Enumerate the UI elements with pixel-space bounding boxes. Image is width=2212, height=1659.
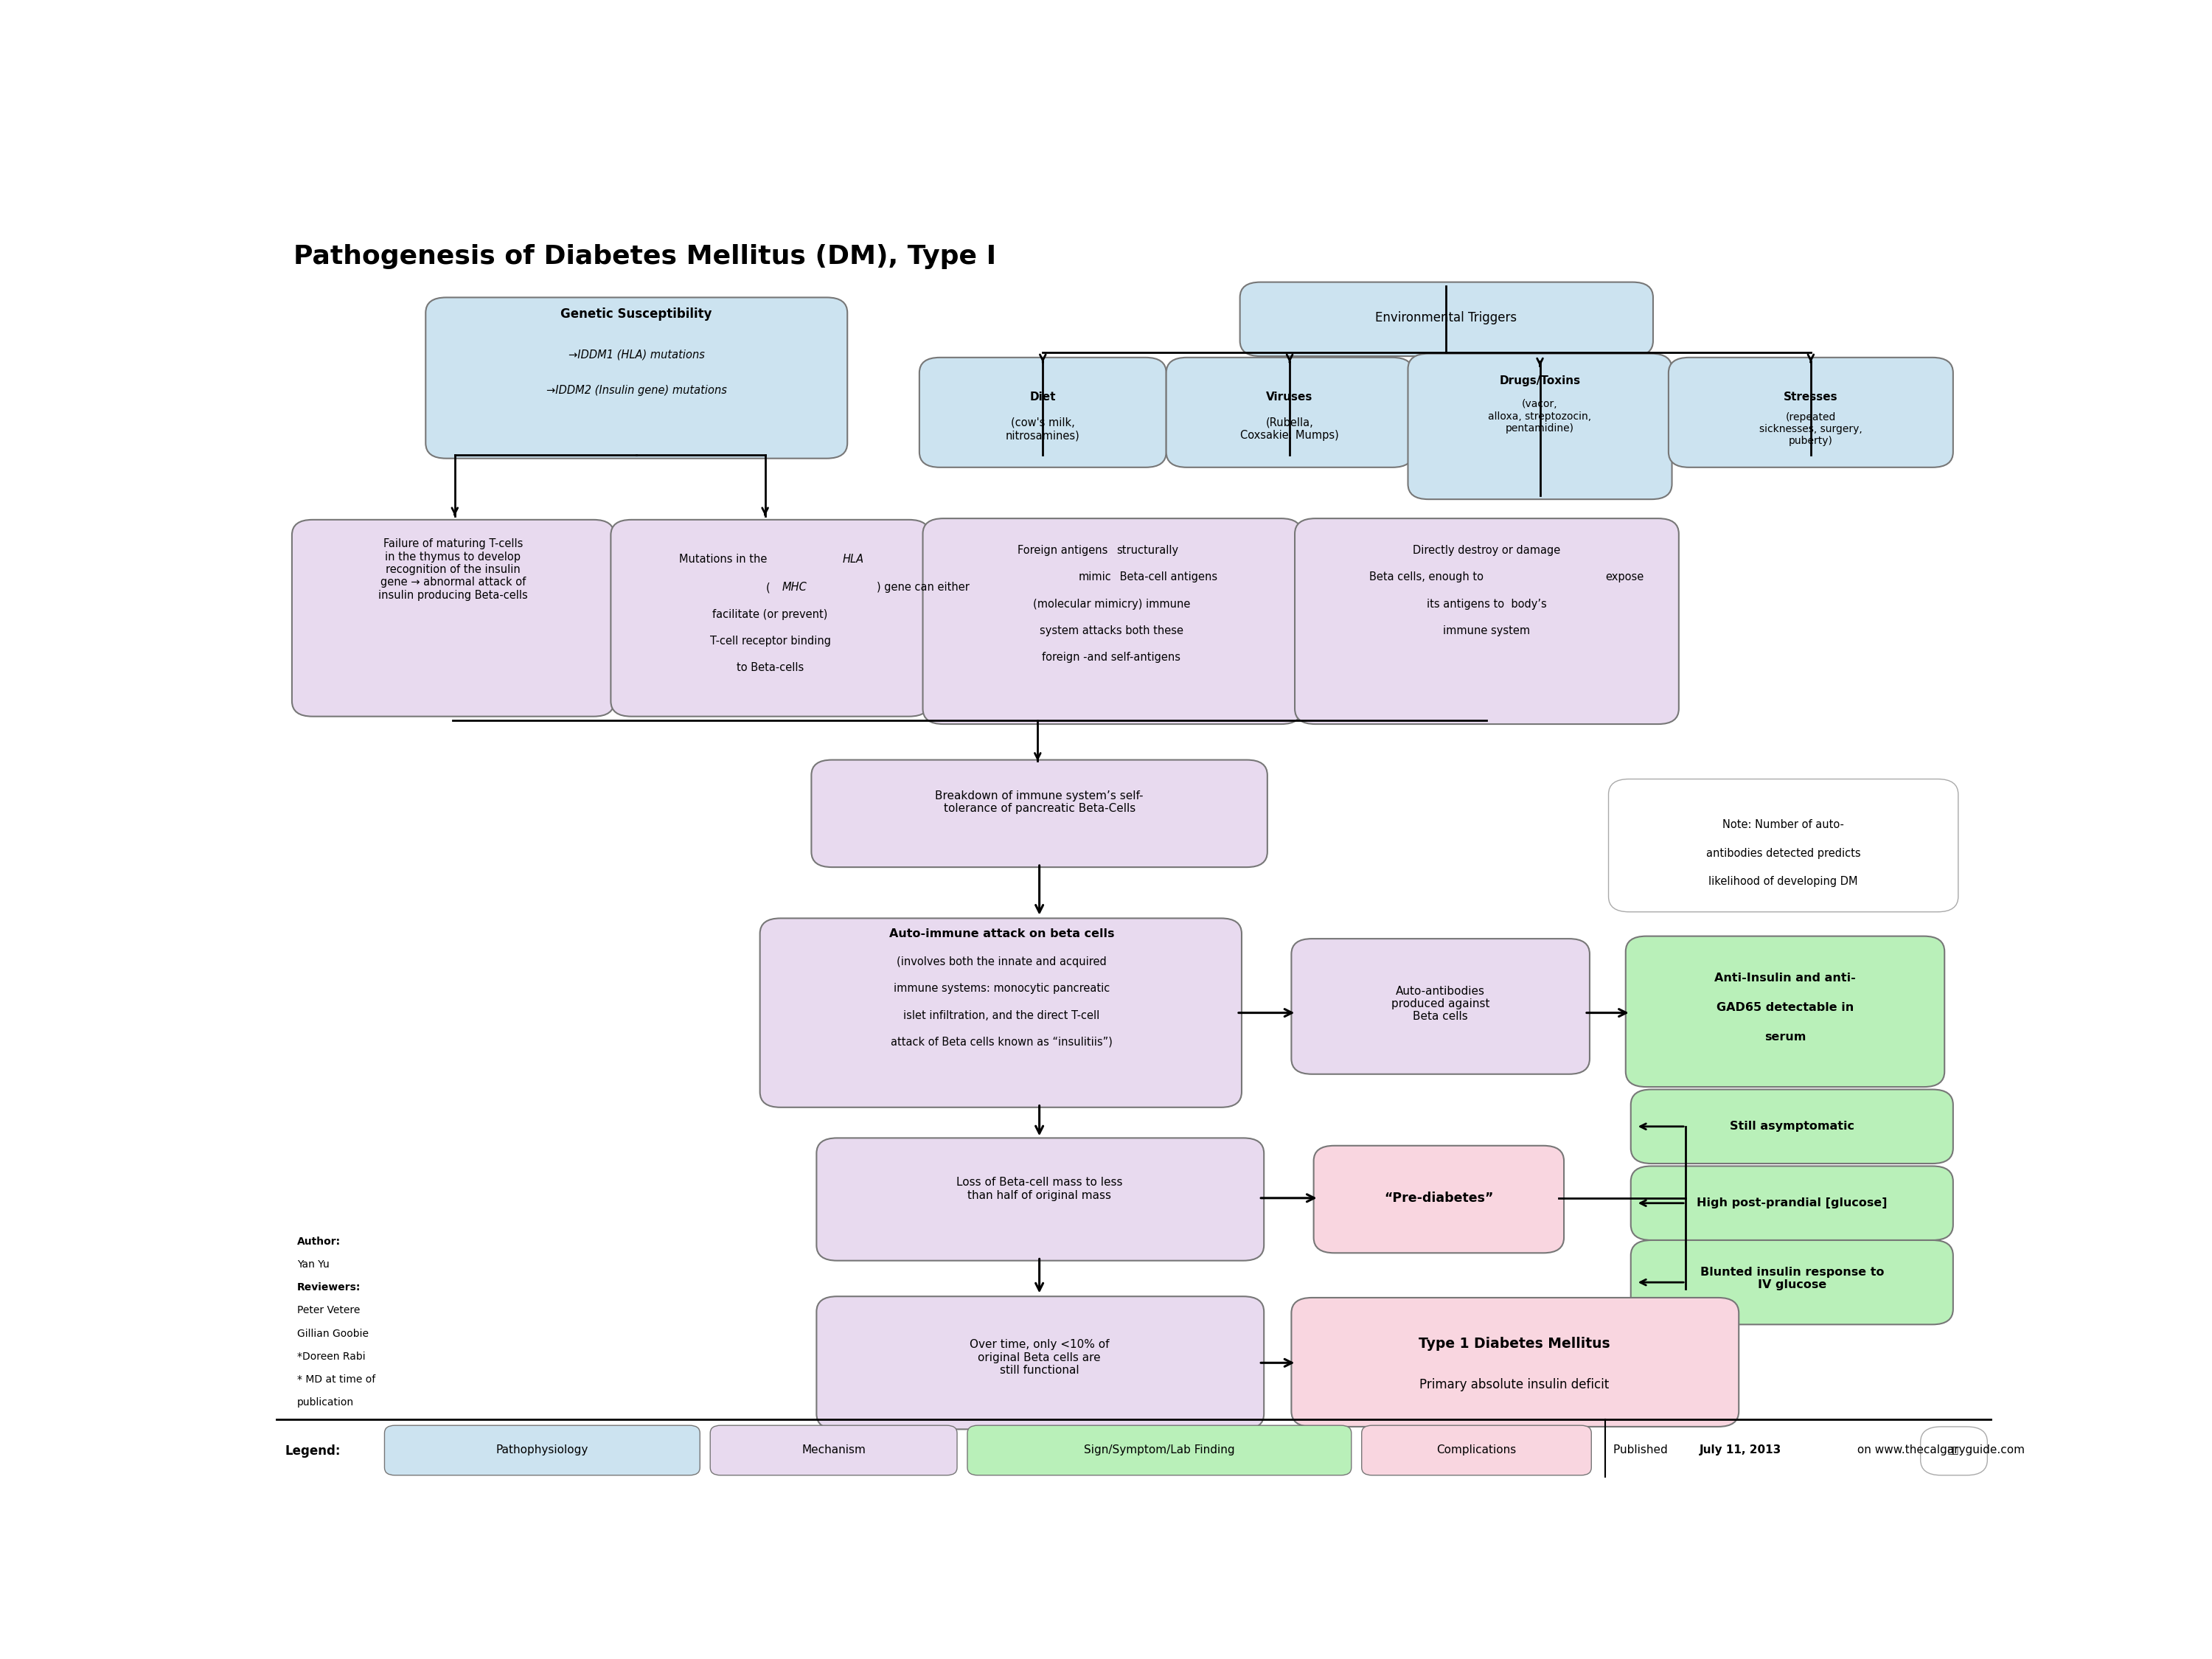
Text: on www.thecalgaryguide.com: on www.thecalgaryguide.com <box>1854 1443 2024 1455</box>
Text: (: ( <box>765 582 770 592</box>
Text: Beta cells, enough to: Beta cells, enough to <box>1369 572 1486 582</box>
FancyBboxPatch shape <box>967 1425 1352 1475</box>
Text: its antigens to  body’s: its antigens to body’s <box>1427 599 1546 609</box>
Text: Pathophysiology: Pathophysiology <box>495 1443 588 1455</box>
Text: immune systems: monocytic pancreatic: immune systems: monocytic pancreatic <box>894 984 1110 994</box>
Text: Directly destroy or damage: Directly destroy or damage <box>1413 544 1562 556</box>
Text: serum: serum <box>1765 1032 1805 1042</box>
Text: Viruses: Viruses <box>1265 392 1314 403</box>
Text: Legend:: Legend: <box>285 1445 341 1458</box>
Text: Peter Vetere: Peter Vetere <box>296 1306 361 1316</box>
Text: Breakdown of immune system’s self-
tolerance of pancreatic Beta-Cells: Breakdown of immune system’s self- toler… <box>936 790 1144 815</box>
Text: (repeated
sicknesses, surgery,
puberty): (repeated sicknesses, surgery, puberty) <box>1759 411 1863 446</box>
Text: expose: expose <box>1606 572 1644 582</box>
FancyBboxPatch shape <box>1363 1425 1590 1475</box>
FancyBboxPatch shape <box>1630 1241 1953 1324</box>
Text: Foreign antigens: Foreign antigens <box>1018 544 1110 556</box>
FancyBboxPatch shape <box>1626 936 1944 1087</box>
Text: Stresses: Stresses <box>1783 392 1838 403</box>
Text: Genetic Susceptibility: Genetic Susceptibility <box>562 307 712 320</box>
Text: High post-prandial [glucose]: High post-prandial [glucose] <box>1697 1198 1887 1209</box>
Text: (cow's milk,
nitrosamines): (cow's milk, nitrosamines) <box>1006 416 1079 441</box>
Text: immune system: immune system <box>1442 625 1531 637</box>
Text: Loss of Beta-cell mass to less
than half of original mass: Loss of Beta-cell mass to less than half… <box>956 1178 1121 1201</box>
FancyBboxPatch shape <box>1294 518 1679 723</box>
FancyBboxPatch shape <box>1314 1146 1564 1253</box>
Text: system attacks both these: system attacks both these <box>1040 625 1183 637</box>
Text: Yan Yu: Yan Yu <box>296 1259 330 1269</box>
FancyBboxPatch shape <box>710 1425 958 1475</box>
Text: (involves both the innate and acquired: (involves both the innate and acquired <box>896 956 1106 967</box>
Text: Blunted insulin response to
IV glucose: Blunted insulin response to IV glucose <box>1701 1266 1885 1291</box>
Text: likelihood of developing DM: likelihood of developing DM <box>1708 876 1858 888</box>
Text: * MD at time of: * MD at time of <box>296 1374 376 1385</box>
FancyBboxPatch shape <box>920 357 1166 468</box>
Text: Diet: Diet <box>1031 392 1055 403</box>
Text: Published: Published <box>1613 1443 1672 1455</box>
Text: (molecular mimicry) immune: (molecular mimicry) immune <box>1033 599 1190 609</box>
Text: Over time, only <10% of
original Beta cells are
still functional: Over time, only <10% of original Beta ce… <box>969 1339 1108 1375</box>
Text: Type 1 Diabetes Mellitus: Type 1 Diabetes Mellitus <box>1418 1337 1610 1350</box>
Text: →IDDM2 (Insulin gene) mutations: →IDDM2 (Insulin gene) mutations <box>546 385 728 397</box>
Text: Environmental Triggers: Environmental Triggers <box>1376 312 1517 325</box>
Text: islet infiltration, and the direct T-cell: islet infiltration, and the direct T-cel… <box>902 1010 1099 1020</box>
FancyBboxPatch shape <box>1630 1166 1953 1241</box>
FancyBboxPatch shape <box>385 1425 699 1475</box>
Text: Sign/Symptom/Lab Finding: Sign/Symptom/Lab Finding <box>1084 1443 1234 1455</box>
Text: Note: Number of auto-: Note: Number of auto- <box>1723 820 1845 831</box>
FancyBboxPatch shape <box>1407 353 1672 499</box>
Text: facilitate (or prevent): facilitate (or prevent) <box>712 609 827 620</box>
FancyBboxPatch shape <box>1608 780 1958 912</box>
Text: T-cell receptor binding: T-cell receptor binding <box>710 635 832 647</box>
FancyBboxPatch shape <box>816 1138 1263 1261</box>
Text: Pathogenesis of Diabetes Mellitus (DM), Type I: Pathogenesis of Diabetes Mellitus (DM), … <box>294 244 995 269</box>
Text: structurally: structurally <box>1117 544 1179 556</box>
Text: ⒸⓈ: ⒸⓈ <box>1947 1447 1958 1455</box>
Text: Anti-Insulin and anti-: Anti-Insulin and anti- <box>1714 972 1856 984</box>
FancyBboxPatch shape <box>425 297 847 458</box>
Text: Auto-antibodies
produced against
Beta cells: Auto-antibodies produced against Beta ce… <box>1391 985 1489 1022</box>
FancyBboxPatch shape <box>1292 939 1590 1073</box>
FancyBboxPatch shape <box>292 519 615 717</box>
Text: MHC: MHC <box>783 582 807 592</box>
Text: HLA: HLA <box>843 554 863 564</box>
Text: Author:: Author: <box>296 1236 341 1246</box>
FancyBboxPatch shape <box>922 518 1301 723</box>
Text: Gillian Goobie: Gillian Goobie <box>296 1329 369 1339</box>
Text: (Rubella,
Coxsakie, Mumps): (Rubella, Coxsakie, Mumps) <box>1241 416 1338 441</box>
FancyBboxPatch shape <box>761 919 1241 1107</box>
Text: (vacor,
alloxa, streptozocin,
pentamidine): (vacor, alloxa, streptozocin, pentamidin… <box>1489 400 1593 433</box>
Text: July 11, 2013: July 11, 2013 <box>1699 1443 1781 1455</box>
Text: Drugs/Toxins: Drugs/Toxins <box>1500 375 1582 387</box>
Text: Beta-cell antigens: Beta-cell antigens <box>1117 572 1217 582</box>
FancyBboxPatch shape <box>1668 357 1953 468</box>
FancyBboxPatch shape <box>1166 357 1413 468</box>
Text: Mutations in the: Mutations in the <box>679 554 770 564</box>
Text: →IDDM1 (HLA) mutations: →IDDM1 (HLA) mutations <box>568 350 706 360</box>
Text: Still asymptomatic: Still asymptomatic <box>1730 1121 1854 1131</box>
FancyBboxPatch shape <box>1920 1427 1986 1475</box>
Text: *Doreen Rabi: *Doreen Rabi <box>296 1352 365 1362</box>
FancyBboxPatch shape <box>1241 282 1652 357</box>
FancyBboxPatch shape <box>816 1296 1263 1430</box>
FancyBboxPatch shape <box>611 519 929 717</box>
Text: Mechanism: Mechanism <box>801 1443 865 1455</box>
FancyBboxPatch shape <box>1630 1090 1953 1163</box>
Text: Reviewers:: Reviewers: <box>296 1282 361 1292</box>
Text: antibodies detected predicts: antibodies detected predicts <box>1705 848 1860 859</box>
Text: Complications: Complications <box>1436 1443 1517 1455</box>
Text: ) gene can either: ) gene can either <box>876 582 969 592</box>
Text: Auto-immune attack on beta cells: Auto-immune attack on beta cells <box>889 927 1115 939</box>
Text: mimic: mimic <box>1079 572 1110 582</box>
Text: attack of Beta cells known as “insulitiis”): attack of Beta cells known as “insulitii… <box>891 1037 1113 1048</box>
Text: to Beta-cells: to Beta-cells <box>737 662 803 674</box>
Text: Primary absolute insulin deficit: Primary absolute insulin deficit <box>1420 1379 1608 1392</box>
FancyBboxPatch shape <box>812 760 1267 868</box>
Text: “Pre-diabetes”: “Pre-diabetes” <box>1385 1191 1493 1204</box>
Text: publication: publication <box>296 1397 354 1407</box>
Text: foreign -and self-antigens: foreign -and self-antigens <box>1042 652 1181 664</box>
Text: GAD65 detectable in: GAD65 detectable in <box>1717 1002 1854 1014</box>
FancyBboxPatch shape <box>1292 1297 1739 1427</box>
Text: Failure of maturing T-cells
in the thymus to develop
recognition of the insulin
: Failure of maturing T-cells in the thymu… <box>378 538 529 601</box>
